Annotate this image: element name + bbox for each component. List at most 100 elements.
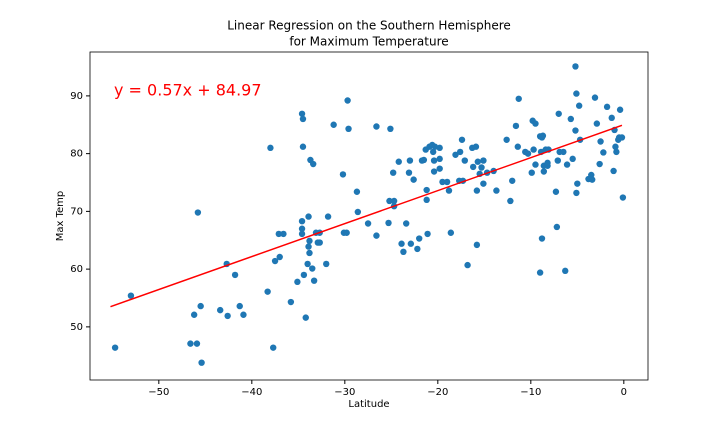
- point: [618, 134, 626, 141]
- point: [560, 148, 567, 156]
- point: [600, 149, 607, 156]
- point: [354, 208, 362, 216]
- point: [603, 103, 611, 111]
- point: [430, 168, 438, 175]
- point: [240, 311, 247, 318]
- y-axis-label: Max Temp: [55, 191, 66, 242]
- point: [436, 155, 443, 163]
- point: [343, 229, 350, 236]
- point: [302, 314, 309, 321]
- point: [572, 127, 579, 134]
- point: [294, 278, 301, 286]
- y-tick-label: 60: [70, 264, 83, 275]
- y-tick-label: 50: [70, 322, 83, 333]
- point: [287, 298, 295, 306]
- point: [610, 167, 617, 175]
- point: [439, 178, 446, 186]
- point: [280, 230, 287, 238]
- point: [405, 169, 413, 176]
- point: [298, 217, 306, 225]
- point: [552, 188, 560, 195]
- point: [197, 302, 204, 310]
- point: [452, 151, 459, 158]
- point: [596, 160, 603, 168]
- point: [458, 136, 466, 143]
- point: [364, 220, 372, 227]
- point: [353, 188, 361, 195]
- y-tick-label: 80: [70, 149, 83, 160]
- point: [389, 169, 397, 176]
- point: [395, 158, 402, 165]
- point: [423, 186, 430, 194]
- point: [532, 161, 539, 168]
- annotation: y = 0.57x + 84.97: [114, 81, 262, 100]
- point: [194, 209, 202, 216]
- point: [424, 230, 431, 238]
- point: [572, 63, 579, 70]
- point: [553, 223, 561, 231]
- point: [310, 160, 317, 168]
- x-tick-label: −20: [427, 387, 448, 398]
- point: [512, 122, 520, 130]
- point: [390, 197, 398, 205]
- point: [309, 265, 316, 272]
- point: [613, 148, 620, 156]
- point: [456, 148, 464, 156]
- point: [271, 257, 279, 265]
- point: [544, 159, 551, 167]
- chart-title: for Maximum Temperature: [289, 35, 448, 49]
- point: [473, 187, 481, 194]
- point: [127, 292, 135, 299]
- x-axis-label: Latitude: [348, 399, 389, 410]
- point: [275, 230, 282, 238]
- point: [528, 169, 535, 176]
- point: [589, 176, 596, 183]
- point: [540, 168, 548, 175]
- point: [591, 94, 599, 101]
- point: [538, 235, 546, 242]
- point: [420, 156, 428, 164]
- point: [416, 235, 423, 242]
- point: [503, 136, 510, 143]
- point: [306, 249, 313, 257]
- point: [569, 155, 576, 163]
- point: [323, 260, 330, 268]
- point: [616, 106, 624, 113]
- point: [474, 158, 482, 165]
- point: [187, 340, 194, 347]
- point: [472, 143, 480, 150]
- point: [461, 157, 468, 164]
- point: [304, 260, 311, 268]
- point: [406, 157, 414, 164]
- point: [430, 157, 438, 164]
- point: [298, 230, 306, 238]
- point: [264, 288, 271, 295]
- point: [447, 229, 455, 236]
- point: [386, 197, 393, 205]
- point: [575, 102, 583, 109]
- point: [423, 196, 430, 204]
- y-tick-label: 90: [70, 91, 83, 102]
- point: [398, 240, 405, 247]
- point: [267, 144, 274, 152]
- point: [464, 261, 471, 269]
- point: [299, 115, 307, 123]
- point: [567, 115, 575, 123]
- point: [555, 110, 562, 117]
- point: [298, 110, 306, 117]
- point: [573, 189, 580, 197]
- point: [387, 125, 394, 133]
- point: [345, 125, 352, 133]
- x-tick-label: −10: [520, 387, 541, 398]
- point: [493, 187, 500, 194]
- point: [270, 344, 277, 351]
- point: [593, 120, 601, 127]
- point: [530, 146, 537, 153]
- point: [562, 267, 569, 275]
- point: [300, 271, 308, 279]
- point: [310, 277, 318, 284]
- point: [193, 340, 201, 347]
- point: [190, 311, 198, 318]
